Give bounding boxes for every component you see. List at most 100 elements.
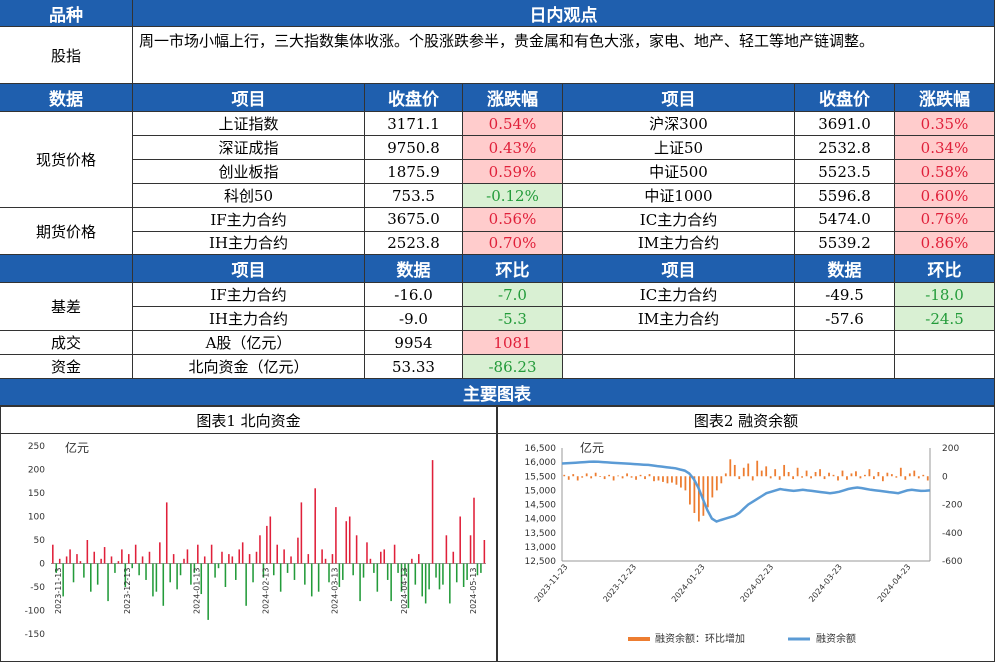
chart2-bar	[787, 472, 790, 477]
chart2-bar	[837, 476, 839, 481]
basis-right-name: IC主力合约	[563, 283, 795, 307]
chart1-bar	[407, 563, 410, 609]
chart1-ytick: -50	[30, 583, 45, 593]
chart1-bar	[473, 497, 475, 564]
chart1-bar	[373, 563, 375, 573]
chart1-bar	[435, 563, 437, 578]
futures-label: 期货价格	[0, 208, 133, 255]
chart1-bar	[207, 563, 209, 620]
futures-right-value: 5474.0	[795, 208, 895, 232]
chart1-bar	[65, 556, 68, 564]
chart2-svg: 亿元 16,500 16,000 15,500 15,000 14,500 14,000 13…	[525, 440, 963, 645]
chart2-bar	[689, 476, 691, 505]
chart1-bar	[414, 563, 417, 585]
chart1-bar	[159, 542, 161, 564]
chart2-bar	[599, 476, 602, 477]
chart1-bar	[210, 544, 213, 564]
chart2-bar	[706, 476, 709, 508]
futures-right-name: IC主力合约	[563, 208, 795, 232]
chart1-bar	[355, 535, 358, 564]
chart2-bar	[832, 474, 835, 477]
th2-blank	[0, 255, 133, 283]
chart1-bar	[155, 563, 158, 592]
chart1-bar	[100, 558, 102, 564]
spot-right-change: 0.58%	[895, 160, 995, 184]
chart2-bar	[567, 476, 570, 480]
chart1-bar	[352, 563, 354, 576]
chart1-bar	[179, 563, 182, 576]
chart1-bar	[431, 460, 434, 564]
chart2-line	[561, 460, 931, 523]
chart2-bar	[724, 473, 727, 477]
chart2-bar	[590, 476, 593, 479]
chart1-bar	[259, 535, 261, 564]
chart2-bar	[810, 476, 812, 479]
chart1-bar	[348, 516, 351, 564]
chart2-ytick-left: 16,000	[525, 458, 557, 468]
chart1-bar	[248, 554, 251, 564]
chart1-bar	[262, 563, 265, 578]
chart2-bar	[769, 476, 772, 479]
chart1-bar	[304, 563, 306, 585]
chart2-ytick-right: -600	[942, 557, 963, 567]
chart2-ytick-left: 13,500	[525, 529, 557, 539]
chart1-bar	[400, 563, 403, 592]
chart1-bar	[480, 563, 482, 573]
chart1-bar	[217, 563, 220, 569]
th-change-right: 涨跌幅	[895, 84, 995, 112]
chart-margin-balance: 图表2 融资余额 亿元 16,500 16,000 15,500 15,000 14,50…	[497, 406, 995, 662]
chart2-bar	[823, 476, 826, 480]
chart1-ytick: 250	[28, 442, 45, 452]
chart2-ytick-left: 15,500	[525, 472, 557, 482]
spot-left-change: 0.54%	[463, 112, 563, 136]
chart2-ytick-left: 16,500	[525, 444, 557, 454]
chart1-bar	[62, 563, 64, 597]
chart1-xtick: 2023-11-13	[54, 568, 63, 615]
basis-left-name: IH主力合约	[133, 307, 365, 331]
chart1-ytick: 0	[39, 560, 45, 570]
turnover-change: 1081	[463, 331, 563, 355]
chart1-ylabel: 亿元	[65, 440, 89, 455]
chart2-bar	[715, 476, 718, 491]
chart2-bar	[805, 470, 808, 477]
chart2-bar	[922, 474, 925, 477]
spot-right-change: 0.60%	[895, 184, 995, 208]
chart1-bar	[476, 563, 479, 576]
basis-right-value: -49.5	[795, 283, 895, 307]
chart1-bar	[455, 563, 458, 583]
chart1-bar	[483, 540, 486, 564]
chart1-bar	[452, 551, 455, 564]
chart1-bar	[221, 551, 223, 564]
chart1-bar	[103, 547, 106, 564]
basis-left-value: -9.0	[365, 307, 463, 331]
basis-right-change: -18.0	[895, 283, 995, 307]
chart2-bar	[756, 460, 759, 477]
chart1-bar	[362, 563, 365, 578]
spot-left-value: 753.5	[365, 184, 463, 208]
chart2-bar	[572, 474, 575, 477]
chart1-ytick: 200	[28, 466, 45, 476]
funds-name: 北向资金（亿元）	[133, 355, 365, 379]
spot-left-value: 1875.9	[365, 160, 463, 184]
spot-left-name: 深证成指	[133, 136, 365, 160]
chart1-bar	[193, 563, 196, 573]
chart1-bar	[203, 556, 206, 564]
chart2-bar	[675, 476, 678, 485]
chart1-bar	[58, 558, 61, 564]
chart1-bar	[107, 563, 109, 602]
index-label: 股指	[0, 27, 133, 84]
chart2-xtick: 2024-04-23	[876, 563, 913, 604]
chart2-xtick: 2023-11-23	[533, 563, 570, 604]
chart1-svg: 亿元 250 200 150 100 50 0 -50 -100 -150 2023-11-13 20…	[25, 440, 486, 640]
chart2-bar	[926, 476, 929, 481]
chart2-bar	[917, 476, 920, 479]
spot-left-value: 3171.1	[365, 112, 463, 136]
chart1-bar	[428, 563, 430, 590]
futures-right-name: IM主力合约	[563, 231, 795, 255]
chart2-bar	[635, 476, 637, 480]
chart1-xtick: 2024-02-13	[262, 568, 271, 615]
chart2-bar	[828, 472, 830, 477]
chart1-bar	[190, 563, 192, 585]
chart2-bar	[881, 476, 884, 482]
funds-blank-1	[563, 355, 795, 379]
